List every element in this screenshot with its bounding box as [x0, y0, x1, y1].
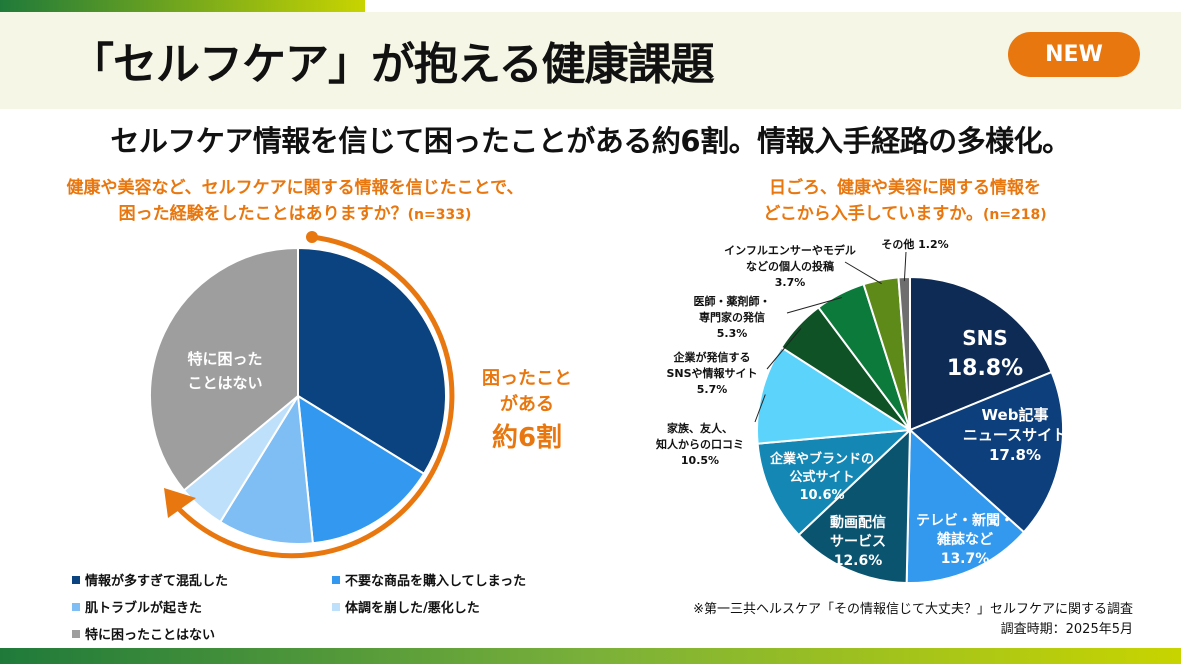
pie-slice	[297, 246, 447, 476]
question-line: どこから入手していますか。	[763, 204, 983, 224]
slice-name-label: 企業が発信する	[673, 350, 751, 364]
legend-label: 不要な商品を購入してしまった	[345, 574, 527, 589]
slice-name-label: 知人からの口コミ	[655, 437, 744, 451]
slice-name-label: 専門家の発信	[699, 310, 765, 324]
legend-item: 特に困ったことはない	[72, 624, 332, 643]
slice-value-label: 10.6%	[799, 488, 844, 503]
source-line: ※第一三共ヘルスケア「その情報信じて大丈夫？」セルフケアに関する調査	[693, 602, 1133, 617]
sample-size: (n=333)	[407, 207, 472, 223]
legend-label: 特に困ったことはない	[85, 628, 216, 643]
legend-swatch	[72, 575, 80, 584]
right-pie	[756, 275, 1064, 584]
pie-slice	[149, 246, 299, 492]
leader-line	[844, 261, 882, 285]
slice-name-label: テレビ・新聞・	[916, 512, 1014, 529]
leader-line	[786, 297, 843, 314]
pie-slice	[905, 427, 1026, 584]
slice-name-label: 医師・薬剤師・	[694, 294, 771, 308]
survey-date: 調査時期：2025年5月	[1000, 622, 1133, 637]
slice-name-label: 雑誌など	[936, 531, 993, 548]
pie-slice	[756, 345, 913, 445]
slice-name-label: 家族、友人、	[667, 421, 733, 435]
pie-slice	[797, 427, 912, 584]
legend-swatch	[72, 602, 80, 611]
legend-swatch	[72, 629, 80, 638]
legend-label: 情報が多すぎて混乱した	[85, 574, 229, 589]
leader-line	[766, 328, 802, 370]
bottom-accent-bar	[0, 648, 1181, 664]
sample-size: (n=218)	[982, 207, 1047, 223]
pie-slice	[296, 394, 426, 545]
slice-name-label: SNS	[962, 326, 1008, 350]
pie-slice	[909, 275, 1053, 432]
legend-swatch	[332, 575, 340, 584]
legend-item: 肌トラブルが起きた	[72, 597, 332, 616]
legend-swatch	[332, 602, 340, 611]
slice-name-label: ニュースサイト	[963, 426, 1067, 444]
legend-item: 情報が多すぎて混乱した	[72, 570, 332, 589]
page-title: 「セルフケア」が抱える健康課題	[70, 39, 715, 90]
left-chart-question: 健康や美容など、セルフケアに関する情報を信じたことで、 困った経験をしたことはあ…	[20, 175, 570, 228]
arc-arrow-head	[164, 488, 196, 518]
slice-name-label: Web記事	[982, 406, 1049, 424]
slice-value-label: 13.7%	[941, 551, 990, 567]
legend-item: 不要な商品を購入してしまった	[332, 570, 572, 589]
legend-label: 体調を崩した/悪化した	[345, 601, 480, 616]
slice-value-label: 12.6%	[834, 553, 883, 569]
slice-name-label: サービス	[830, 534, 886, 550]
legend-label: 肌トラブルが起きた	[85, 601, 203, 616]
slice-value-label: 5.7%	[697, 383, 728, 396]
new-badge: NEW	[1008, 32, 1140, 77]
slice-name-label: インフルエンサーやモデル	[724, 243, 856, 257]
subtitle: セルフケア情報を信じて困ったことがある約6割。情報入手経路の多様化。	[110, 124, 1071, 158]
pie-slice	[218, 392, 314, 545]
pie1-inner-label: 特に困った	[187, 350, 262, 368]
pie1-inner-label: ことはない	[187, 374, 262, 392]
question-line: 困った経験をしたことはありますか？	[118, 204, 408, 224]
header-band	[0, 12, 1181, 109]
slice-value-label: 10.5%	[681, 454, 719, 467]
slice-value-label: 5.3%	[717, 327, 748, 340]
arc-arrow	[174, 234, 455, 559]
question-line: 健康や美容など、セルフケアに関する情報を信じたことで、	[66, 178, 524, 198]
leader-line	[903, 251, 907, 282]
annotation-highlight: 約6割	[492, 422, 562, 453]
slice-name-label: 動画配信	[830, 514, 886, 531]
right-chart-question: 日ごろ、健康や美容に関する情報を どこから入手していますか。(n=218)	[700, 175, 1110, 228]
slice-value-label: その他 1.2%	[881, 237, 948, 251]
leader-line	[754, 394, 766, 423]
slice-value-label: 17.8%	[989, 446, 1041, 464]
pie-slice	[756, 428, 913, 537]
annotation: がある	[500, 393, 554, 415]
arc-arrow-start-dot	[306, 231, 318, 243]
pie-slice	[908, 370, 1064, 534]
source-note: ※第一三共ヘルスケア「その情報信じて大丈夫？」セルフケアに関する調査 調査時期：…	[693, 600, 1133, 640]
slice-name-label: 公式サイト	[789, 469, 854, 485]
slice-value-label: 3.7%	[775, 276, 806, 289]
slice-value-label: 18.8%	[947, 356, 1023, 381]
question-line: 日ごろ、健康や美容に関する情報を	[769, 178, 1041, 198]
slice-name-label: などの個人の投稿	[746, 259, 834, 273]
annotation: 困ったこと	[482, 368, 572, 389]
top-accent-bar	[0, 0, 365, 12]
left-legend: 情報が多すぎて混乱した 不要な商品を購入してしまった肌トラブルが起きた 体調を崩した…	[72, 570, 572, 643]
left-pie	[149, 246, 447, 545]
slice-name-label: 企業やブランドの	[769, 451, 874, 467]
legend-item: 体調を崩した/悪化した	[332, 597, 572, 616]
slice-name-label: SNSや情報サイト	[666, 366, 757, 380]
